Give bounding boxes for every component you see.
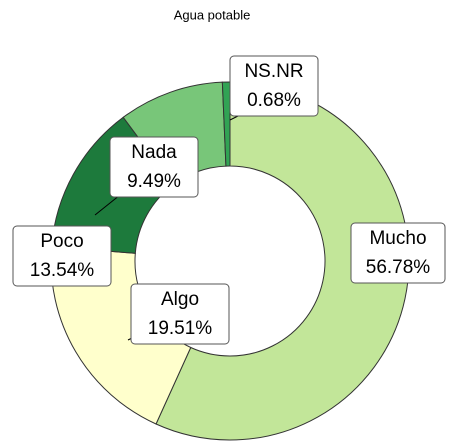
label-value: 13.54%: [30, 260, 95, 281]
donut-slice: [155, 81, 410, 441]
label-name: NS.NR: [244, 61, 303, 82]
label-box: [12, 225, 112, 287]
label-name: Mucho: [369, 228, 426, 249]
label-box: [109, 136, 199, 198]
leader-line: [94, 194, 121, 216]
label-box: [130, 283, 230, 345]
donut-slice: [221, 81, 231, 167]
label-box: [350, 222, 446, 284]
label-value: 19.51%: [148, 318, 213, 339]
label-value: 0.68%: [247, 90, 301, 111]
label-box: [229, 55, 319, 117]
label-name: Nada: [131, 142, 177, 163]
label-value: 56.78%: [366, 257, 431, 278]
chart-title: Agua potable: [174, 7, 251, 22]
label-value: 9.49%: [127, 171, 181, 192]
label-name: Algo: [161, 289, 199, 310]
label-name: Poco: [40, 231, 83, 252]
